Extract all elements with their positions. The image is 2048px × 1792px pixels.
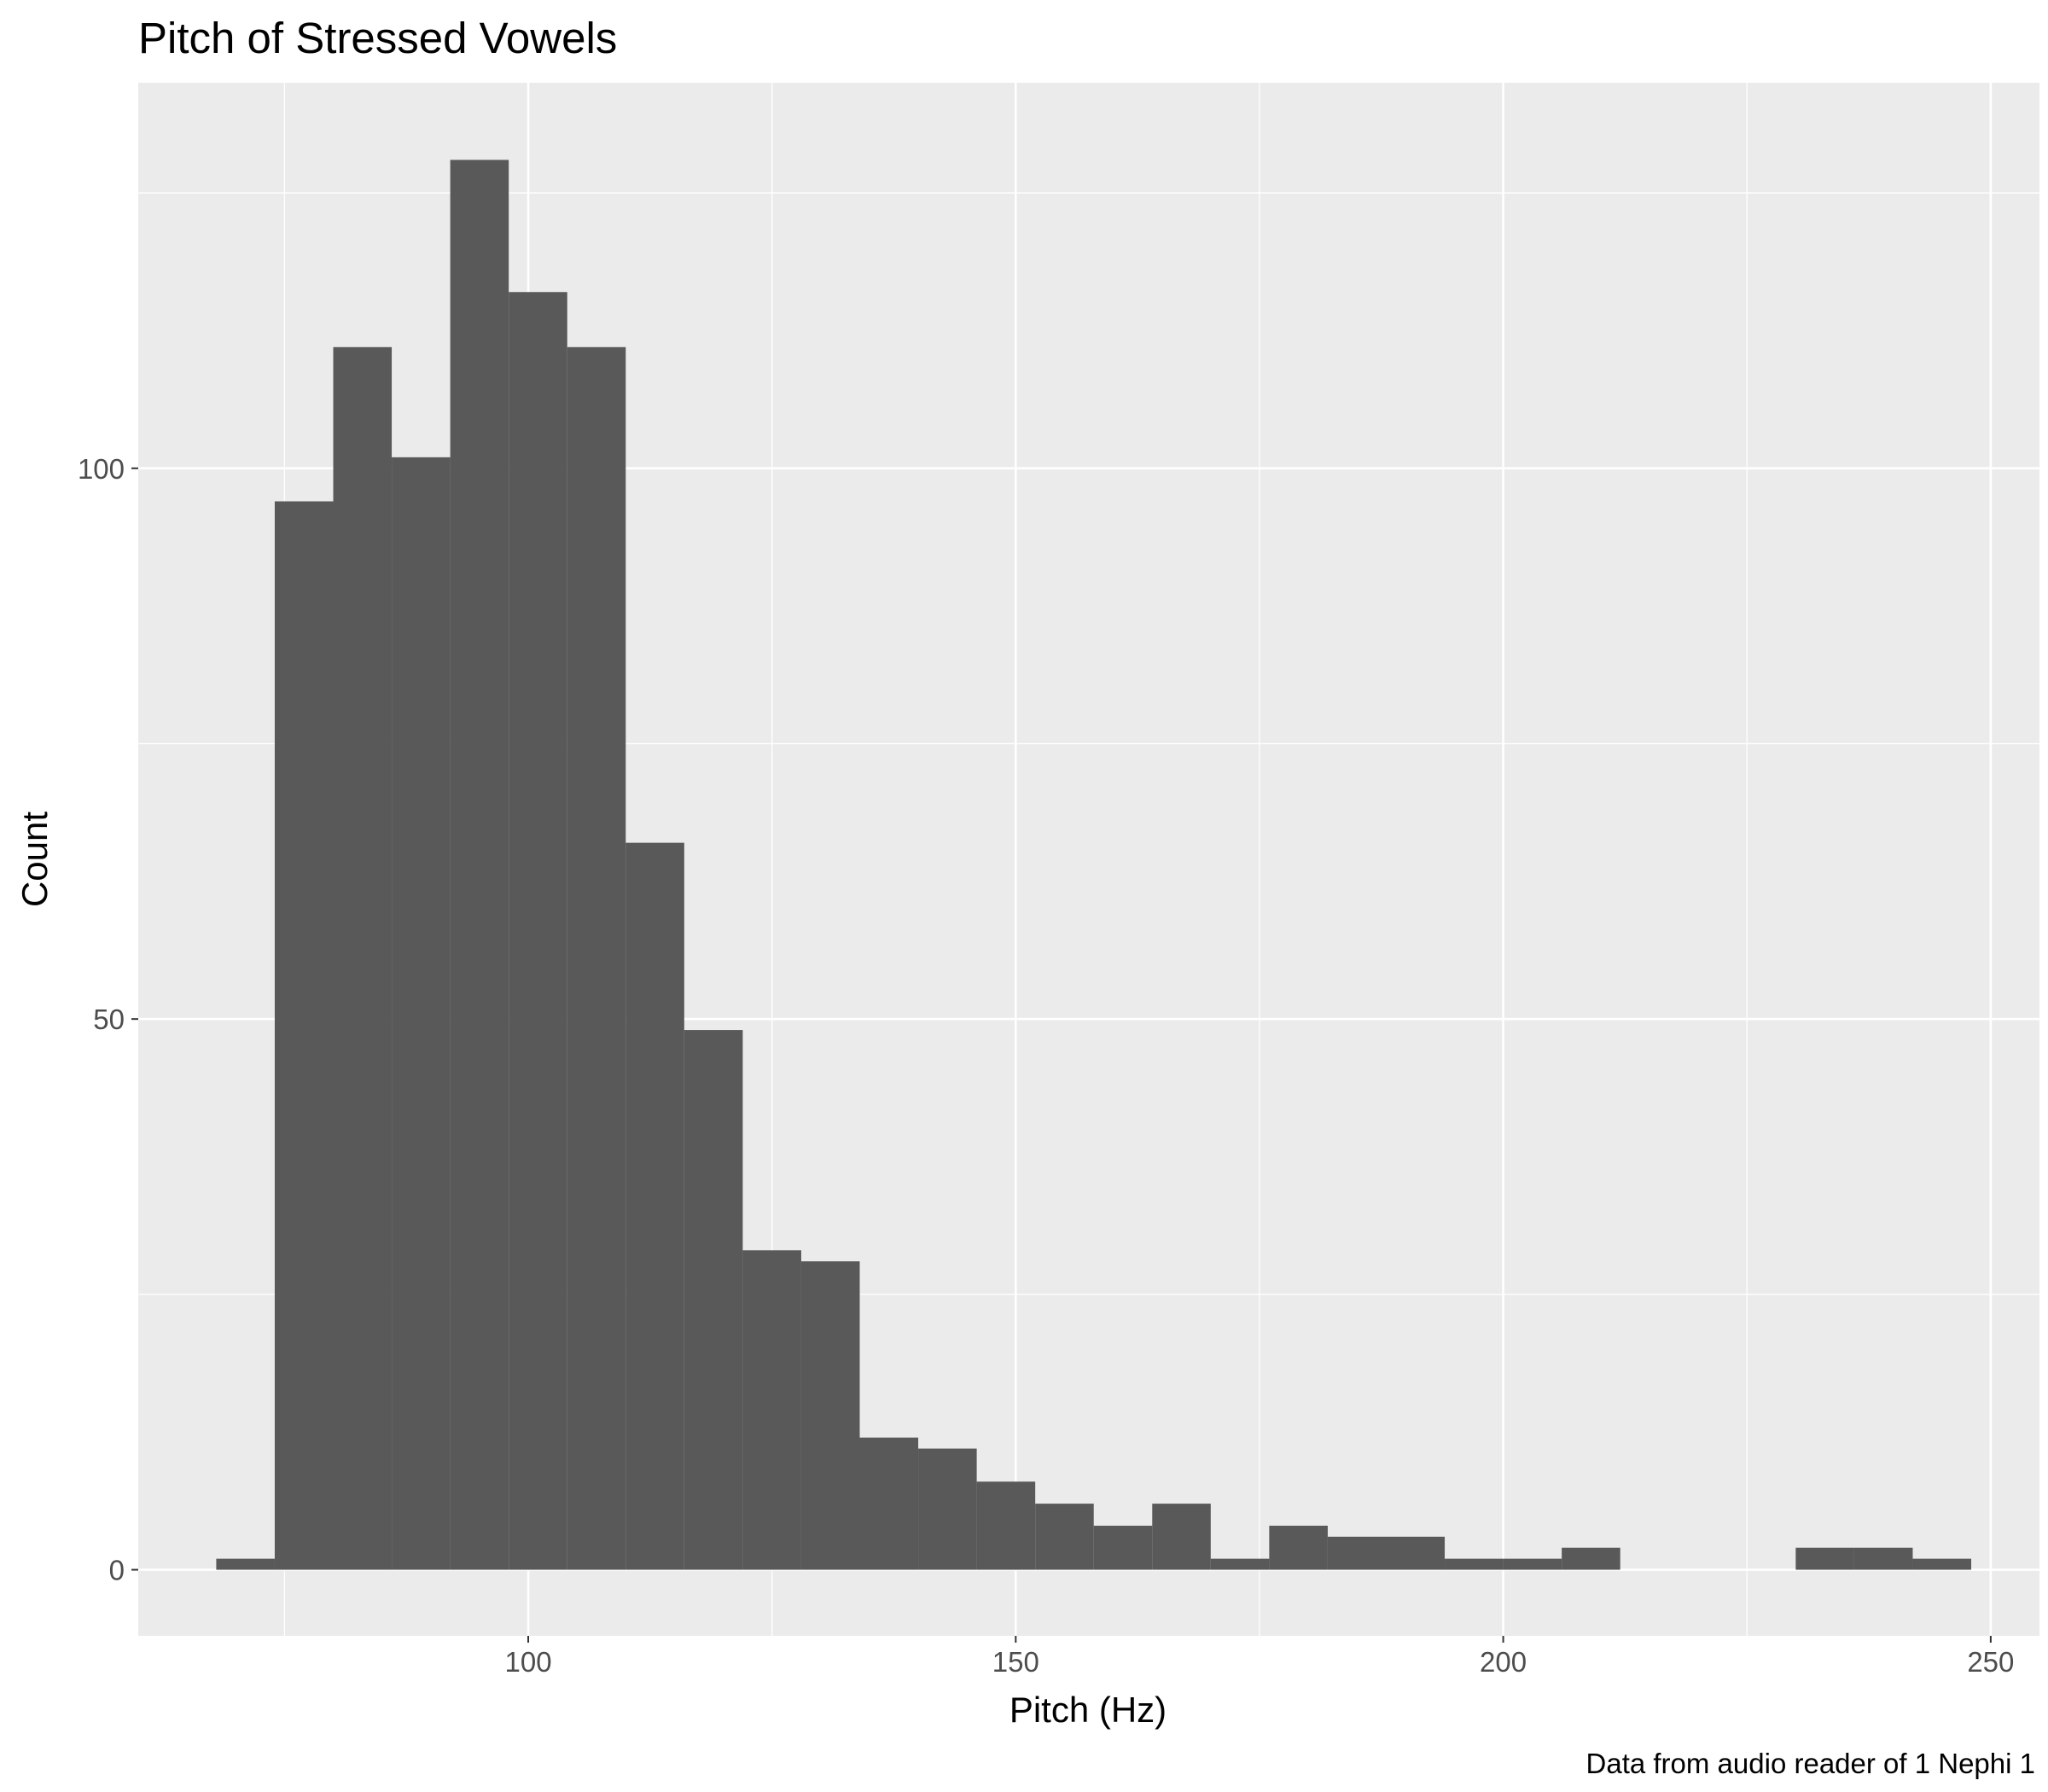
histogram-bar: [216, 1558, 275, 1570]
y-tick-label: 0: [109, 1555, 125, 1586]
histogram-bar: [1035, 1504, 1094, 1570]
histogram-bar: [800, 1261, 860, 1570]
histogram-bar: [509, 292, 567, 1570]
chart-caption: Data from audio reader of 1 Nephi 1: [1586, 1748, 2035, 1779]
histogram-bars: [216, 160, 1972, 1570]
x-tick-label: 150: [992, 1646, 1039, 1678]
histogram-bar: [392, 457, 451, 1570]
histogram-bar: [1327, 1536, 1387, 1570]
histogram-bar: [1386, 1536, 1446, 1570]
histogram-bar: [450, 160, 509, 1570]
histogram-bar: [1562, 1547, 1620, 1570]
x-tick-label: 200: [1480, 1646, 1527, 1678]
y-tick-label: 50: [93, 1004, 125, 1035]
y-axis: 0 50 100: [78, 453, 138, 1586]
histogram-bar: [1093, 1525, 1153, 1570]
x-axis-title: Pitch (Hz): [1009, 1690, 1167, 1730]
histogram-bar: [1795, 1547, 1854, 1570]
histogram-bar: [742, 1250, 801, 1570]
histogram-bar: [567, 346, 626, 1570]
histogram-bar: [1152, 1504, 1211, 1570]
histogram-bar: [1210, 1558, 1270, 1570]
y-axis-title: Count: [15, 812, 55, 907]
histogram-bar: [625, 842, 684, 1570]
histogram-bar: [1503, 1558, 1562, 1570]
x-tick-label: 100: [504, 1646, 551, 1678]
histogram-bar: [1853, 1547, 1913, 1570]
y-tick-label: 100: [78, 453, 125, 485]
histogram-bar: [333, 346, 393, 1570]
histogram-bar: [1912, 1558, 1972, 1570]
histogram-bar: [976, 1481, 1036, 1570]
histogram-bar: [1269, 1525, 1328, 1570]
minor-gridlines: [138, 83, 2039, 1636]
histogram-bar: [1445, 1558, 1504, 1570]
x-axis: 100 150 200 250: [504, 1636, 2014, 1678]
chart-title: Pitch of Stressed Vowels: [138, 14, 617, 62]
histogram-bar: [859, 1437, 919, 1570]
x-tick-label: 250: [1967, 1646, 2014, 1678]
histogram-bar: [684, 1030, 743, 1570]
histogram-bar: [918, 1448, 977, 1570]
histogram-bar: [274, 501, 334, 1570]
